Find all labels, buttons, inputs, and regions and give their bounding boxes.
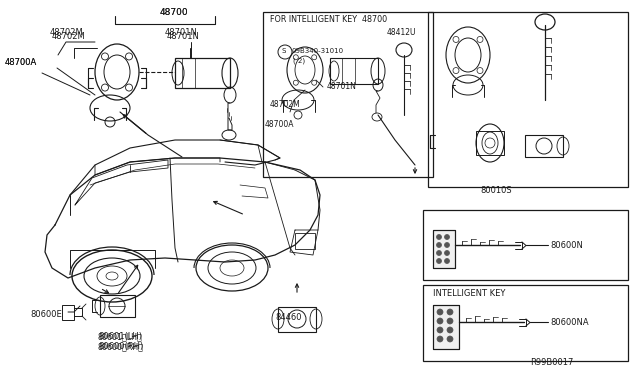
Text: S: S [282,48,286,54]
Text: FOR INTELLIGENT KEY  48700: FOR INTELLIGENT KEY 48700 [270,15,387,24]
Ellipse shape [437,327,443,333]
Ellipse shape [447,318,453,324]
Ellipse shape [445,259,449,263]
Text: 48701N: 48701N [165,28,198,37]
Bar [433,230,455,268]
Ellipse shape [445,250,449,256]
Text: R99B0017: R99B0017 [530,358,573,367]
Bar [263,12,433,177]
Text: 48700: 48700 [160,8,189,17]
Bar [433,305,459,349]
Bar [295,233,315,249]
Text: 48700: 48700 [160,8,189,17]
Bar [476,131,504,155]
Bar [62,305,74,320]
Text: 48701N: 48701N [327,82,357,91]
Bar [100,295,135,317]
Text: 80010S: 80010S [480,186,511,195]
Ellipse shape [447,336,453,342]
Bar [433,305,459,349]
Ellipse shape [437,309,443,315]
Text: 80600NA: 80600NA [550,318,589,327]
Bar [278,307,316,332]
Ellipse shape [447,327,453,333]
Ellipse shape [445,234,449,240]
Ellipse shape [447,309,453,315]
Text: ( 2): ( 2) [293,57,305,64]
Text: 80600(RH): 80600(RH) [98,342,143,351]
Bar [175,58,230,88]
Text: 80600〈RH〉: 80600〈RH〉 [98,342,144,351]
Bar [330,58,378,84]
Bar [428,12,628,187]
Text: 48702M: 48702M [270,100,301,109]
Text: 48700A: 48700A [265,120,294,129]
Bar [433,230,455,268]
Bar [525,135,563,157]
Text: 48702M: 48702M [50,28,84,37]
Text: 80600N: 80600N [550,241,583,250]
Ellipse shape [445,243,449,247]
Text: 48412U: 48412U [387,28,417,37]
Ellipse shape [436,234,442,240]
Text: INTELLIGENT KEY: INTELLIGENT KEY [433,289,506,298]
Ellipse shape [437,336,443,342]
Text: 84460: 84460 [275,313,301,322]
Text: 48700A: 48700A [5,58,37,67]
Text: 09B340-31010: 09B340-31010 [292,48,344,54]
Text: 80600E: 80600E [30,310,61,319]
Ellipse shape [437,318,443,324]
Text: 80601(LH): 80601(LH) [98,332,142,341]
Bar [423,210,628,280]
Text: 48700A: 48700A [5,58,37,67]
Ellipse shape [436,259,442,263]
Ellipse shape [436,250,442,256]
Text: 48701N: 48701N [167,32,200,41]
Text: 48702M: 48702M [52,32,86,41]
Text: 80601〈LH〉: 80601〈LH〉 [98,332,143,341]
Bar [423,285,628,361]
Ellipse shape [436,243,442,247]
